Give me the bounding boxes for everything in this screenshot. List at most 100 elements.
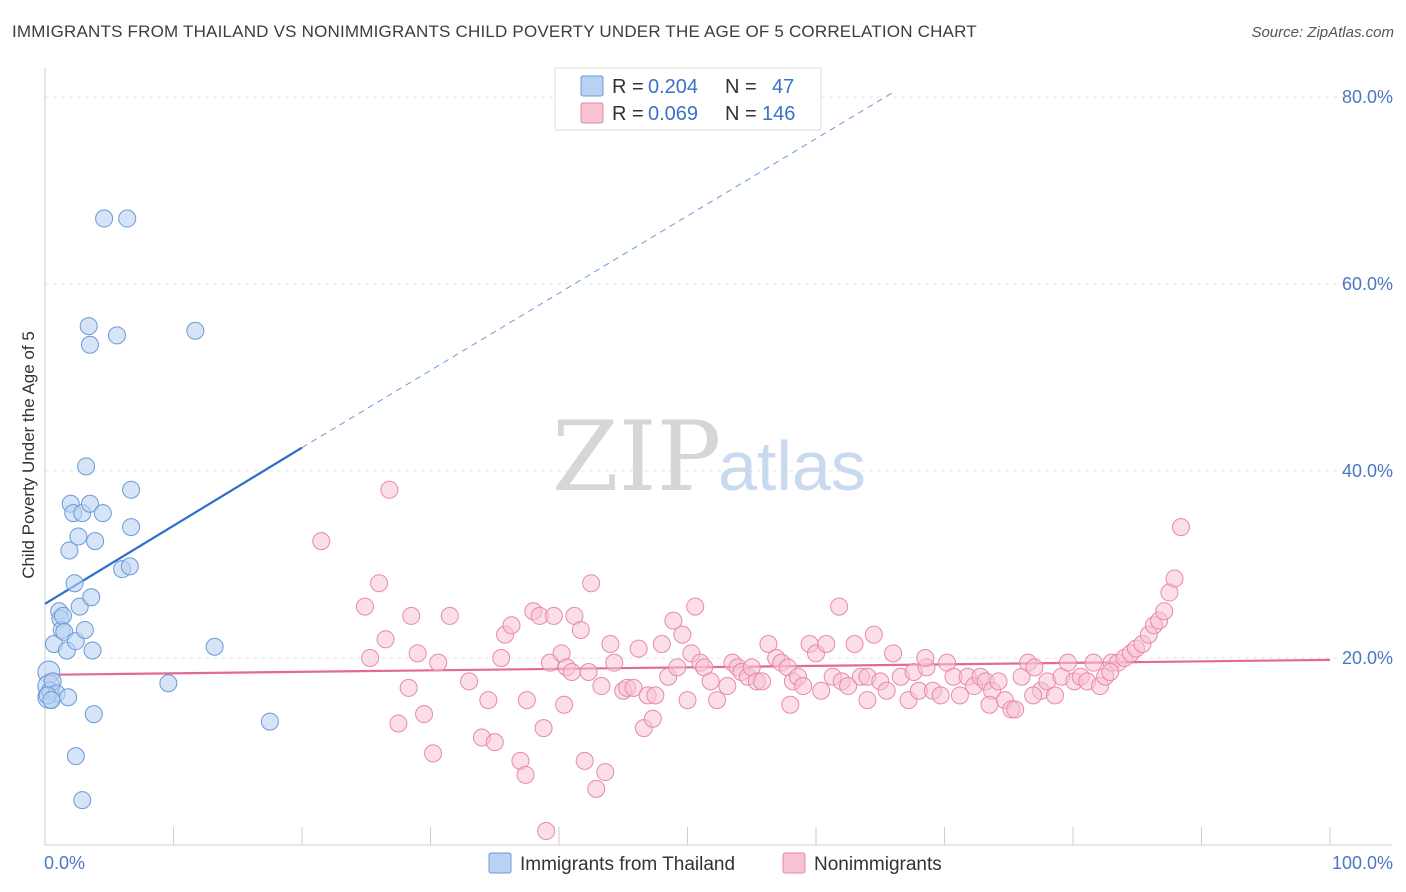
data-point-thailand	[260, 712, 279, 731]
data-point-nonimmigrants	[864, 625, 883, 644]
data-point-nonimmigrants	[492, 649, 511, 667]
data-point-thailand	[118, 209, 137, 228]
data-point-nonimmigrants	[839, 677, 858, 696]
data-point-nonimmigrants	[678, 691, 697, 710]
data-point-nonimmigrants	[517, 691, 536, 710]
data-point-thailand	[186, 321, 205, 340]
data-point-nonimmigrants	[579, 663, 598, 682]
y-tick-label: 80.0%	[1342, 87, 1393, 107]
data-point-nonimmigrants	[389, 714, 408, 733]
y-tick-label: 40.0%	[1342, 461, 1393, 481]
data-point-thailand	[80, 335, 99, 354]
y-axis-title: Child Poverty Under the Age of 5	[19, 331, 38, 579]
series-legend: Immigrants from Thailand Nonimmigrants	[488, 852, 942, 875]
data-point-nonimmigrants	[652, 634, 671, 653]
data-point-thailand	[107, 326, 126, 345]
data-point-nonimmigrants	[402, 606, 421, 625]
data-point-nonimmigrants	[701, 672, 720, 691]
data-point-nonimmigrants	[817, 634, 836, 653]
grid-lines	[45, 96, 1392, 659]
series-thailand-points	[37, 209, 279, 810]
data-point-nonimmigrants	[592, 677, 611, 696]
data-point-nonimmigrants	[460, 672, 479, 691]
data-point-nonimmigrants	[794, 677, 813, 696]
data-point-nonimmigrants	[376, 630, 395, 649]
data-point-nonimmigrants	[877, 681, 896, 700]
data-point-nonimmigrants	[624, 678, 643, 697]
data-point-nonimmigrants	[845, 634, 864, 653]
data-point-thailand	[82, 588, 101, 607]
data-point-thailand	[122, 480, 141, 499]
data-point-nonimmigrants	[534, 719, 553, 738]
data-point-nonimmigrants	[361, 649, 380, 667]
data-point-nonimmigrants	[884, 644, 903, 663]
data-point-nonimmigrants	[601, 634, 620, 653]
bottom-legend-thailand: Immigrants from Thailand	[520, 854, 735, 875]
data-point-thailand	[53, 606, 72, 625]
data-point-nonimmigrants	[440, 606, 459, 625]
y-tick-label: 60.0%	[1342, 274, 1393, 294]
data-point-nonimmigrants	[485, 733, 504, 752]
data-point-thailand	[79, 317, 98, 336]
legend-n-label-2: N =	[725, 103, 757, 125]
data-point-nonimmigrants	[989, 672, 1008, 691]
data-point-thailand	[65, 574, 84, 593]
bottom-legend-nonimmigrants: Nonimmigrants	[814, 854, 942, 875]
data-point-nonimmigrants	[544, 606, 563, 625]
data-point-thailand	[120, 557, 139, 576]
legend-r-label-2: R =	[612, 103, 644, 125]
data-point-nonimmigrants	[916, 649, 935, 667]
legend-n-value-2: 146	[762, 103, 795, 125]
data-point-nonimmigrants	[980, 695, 999, 714]
data-point-nonimmigrants	[575, 751, 594, 770]
correlation-legend: R = 0.204 N = 47 R = 0.069 N = 146	[554, 67, 822, 131]
data-point-thailand	[42, 691, 61, 710]
trend-lines	[44, 91, 1331, 676]
data-point-thailand	[84, 705, 103, 724]
data-point-nonimmigrants	[370, 574, 389, 593]
data-point-nonimmigrants	[355, 597, 374, 616]
data-point-nonimmigrants	[582, 574, 601, 593]
trend-line-thailand-extension	[301, 91, 894, 449]
data-point-nonimmigrants	[1165, 569, 1184, 588]
data-point-nonimmigrants	[312, 532, 331, 551]
data-point-nonimmigrants	[646, 686, 665, 705]
data-point-nonimmigrants	[502, 616, 521, 635]
data-point-nonimmigrants	[1084, 653, 1103, 672]
data-point-thailand	[60, 541, 79, 560]
data-point-nonimmigrants	[664, 611, 683, 630]
data-point-thailand	[73, 791, 92, 810]
source-label: Source: ZipAtlas.com	[1251, 24, 1394, 41]
data-point-nonimmigrants	[1171, 518, 1190, 537]
legend-swatch-thailand	[580, 75, 604, 97]
data-point-nonimmigrants	[596, 763, 615, 782]
data-point-nonimmigrants	[587, 779, 606, 798]
data-point-nonimmigrants	[950, 686, 969, 705]
trend-line-thailand	[44, 446, 303, 605]
y-tick-label: 20.0%	[1342, 648, 1393, 668]
data-point-nonimmigrants	[686, 597, 705, 616]
data-point-thailand	[69, 527, 88, 546]
data-point-nonimmigrants	[516, 765, 535, 784]
data-point-nonimmigrants	[830, 597, 849, 616]
watermark-atlas: atlas	[718, 427, 866, 505]
bottom-legend-swatch-thailand	[488, 852, 512, 874]
data-point-nonimmigrants	[424, 744, 443, 763]
bottom-legend-swatch-nonimmigrants	[782, 852, 806, 874]
data-point-nonimmigrants	[629, 639, 648, 658]
data-point-thailand	[159, 674, 178, 693]
chart-title: IMMIGRANTS FROM THAILAND VS NONIMMIGRANT…	[12, 22, 977, 41]
data-point-nonimmigrants	[643, 709, 662, 728]
data-point-nonimmigrants	[408, 644, 427, 663]
data-point-thailand	[83, 641, 102, 660]
data-point-nonimmigrants	[562, 663, 581, 682]
data-point-nonimmigrants	[605, 653, 624, 672]
legend-r-value-1: 0.204	[648, 76, 698, 98]
data-point-nonimmigrants	[415, 705, 434, 724]
data-point-nonimmigrants	[1155, 602, 1174, 621]
legend-n-label-1: N =	[725, 76, 757, 98]
data-point-nonimmigrants	[1058, 653, 1077, 672]
data-point-nonimmigrants	[479, 691, 498, 710]
data-point-thailand	[93, 504, 112, 523]
